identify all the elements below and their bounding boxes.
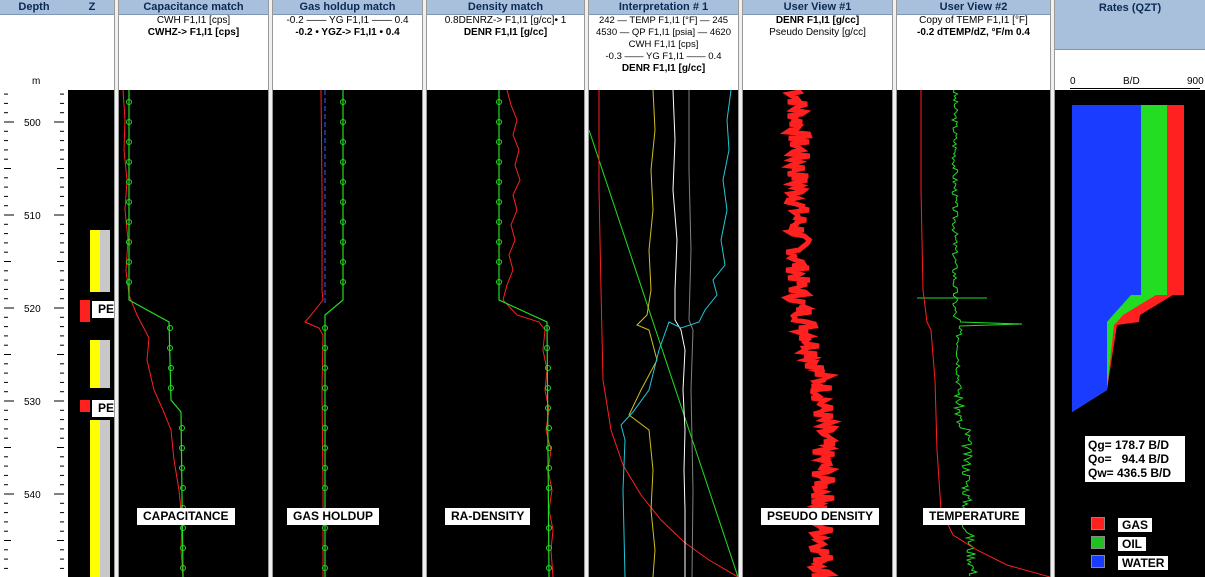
track-label-temperature: TEMPERATURE [923, 508, 1026, 525]
track-title: Gas holdup match [273, 0, 422, 15]
pseudo-density-plot: PSEUDO DENSITY [743, 90, 892, 577]
depth-tick-label: 520 [24, 304, 41, 315]
dtemp-curve [950, 90, 1023, 577]
curve-label-pseudo-density: Pseudo Density [g/cc] [769, 27, 866, 38]
rates-plot: Qg= 178.7 B/D Qo= 94.4 B/D Qw= 436.5 B/D… [1055, 90, 1205, 577]
legend-water-swatch [1091, 555, 1105, 568]
curve-label-denr: DENR F1,I1 [g/cc] [621, 63, 706, 74]
track-label-capacitance: CAPACITANCE [137, 508, 235, 525]
legend-oil-label: OIL [1117, 536, 1147, 552]
track-user-view-2: User View #2 Copy of TEMP F1,I1 [°F] -0.… [897, 0, 1050, 577]
depth-tick-label: 530 [24, 397, 41, 408]
curve-label-denr: DENR F1,I1 [g/cc] [775, 15, 860, 26]
depth-title: Depth [0, 0, 68, 15]
track-title: Capacitance match [119, 0, 268, 15]
track-user-view-1: User View #1 DENR F1,I1 [g/cc] Pseudo De… [743, 0, 892, 577]
legend-water-label: WATER [1117, 555, 1170, 571]
curve-label-qp: 4530 — QP F1,I1 [psia] — 4620 [595, 27, 731, 38]
pseudo-density-curve [779, 90, 842, 577]
legend-oil-swatch [1091, 536, 1105, 549]
curve-label-ygz: -0.2 • YGZ-> F1,I1 • 0.4 [295, 27, 400, 38]
track-capacitance: Capacitance match CWH F1,I1 [cps] CWHZ->… [119, 0, 268, 577]
z-track: Z PERF#1 PERF#2 [68, 0, 150, 577]
z-plot: PERF#1 PERF#2 [68, 90, 150, 577]
track-title: Density match [427, 0, 584, 15]
curve-label-dtemp: -0.2 dTEMP/dZ, °F/m 0.4 [917, 27, 1030, 38]
rates-scale-unit: B/D [1123, 76, 1140, 87]
track-label-gas-holdup: GAS HOLDUP [287, 508, 380, 525]
track-label-pseudo-density: PSEUDO DENSITY [761, 508, 880, 525]
curve-label-cwh: CWH F1,I1 [cps] [628, 39, 699, 50]
track-label-ra-density: RA-DENSITY [445, 508, 531, 525]
curve-label-denr: DENR F1,I1 [g/cc] [463, 27, 548, 38]
legend-gas-label: GAS [1117, 517, 1154, 533]
rates-summary: Qg= 178.7 B/D Qo= 94.4 B/D Qw= 436.5 B/D [1085, 436, 1185, 482]
curve-label-yg: -0.3 —— YG F1,I1 —— 0.4 [605, 51, 722, 62]
z-title: Z [68, 0, 116, 15]
curve-label-temp-copy: Copy of TEMP F1,I1 [°F] [919, 15, 1028, 26]
track-title: User View #2 [897, 0, 1050, 15]
rate-qw: Qw= 436.5 B/D [1088, 466, 1172, 480]
curve-label-yg: -0.2 —— YG F1,I1 —— 0.4 [286, 15, 409, 26]
track-title: User View #1 [743, 0, 892, 15]
legend-gas-swatch [1091, 517, 1105, 530]
interpretation-plot [589, 90, 738, 577]
rate-qg: Qg= 178.7 B/D [1088, 438, 1170, 452]
temp-curve [920, 90, 1050, 577]
gas-holdup-plot: GAS HOLDUP [273, 90, 422, 577]
density-plot: RA-DENSITY [427, 90, 584, 577]
track-title: Interpretation # 1 [589, 0, 738, 15]
track-density: Density match 0.8DENRZ-> F1,I1 [g/cc]• 1… [427, 0, 584, 577]
temperature-plot: TEMPERATURE [897, 90, 1050, 577]
curve-label-temp: 242 — TEMP F1,I1 [°F] — 245 [598, 15, 729, 26]
depth-tick-label: 500 [24, 118, 41, 129]
track-interpretation: Interpretation # 1 242 — TEMP F1,I1 [°F]… [589, 0, 738, 577]
depth-track: Depth m 500510520530540550 [0, 0, 68, 577]
rates-title: Rates (QZT) [1055, 0, 1205, 50]
rates-scale-max: 900 [1187, 76, 1204, 87]
depth-scale: 500510520530540550 [0, 90, 68, 577]
depth-tick-label: 540 [24, 490, 41, 501]
curve-label-cwhz: CWHZ-> F1,I1 [cps] [147, 27, 240, 38]
depth-tick-label: 510 [24, 211, 41, 222]
rates-scale-min: 0 [1070, 76, 1076, 87]
curve-label-denrz: 0.8DENRZ-> F1,I1 [g/cc]• 1 [444, 15, 567, 26]
track-gas-holdup: Gas holdup match -0.2 —— YG F1,I1 —— 0.4… [273, 0, 422, 577]
track-rates: Rates (QZT) 0 B/D 900 Qg= 178.7 B/D Qo= … [1055, 0, 1205, 577]
capacitance-plot: CAPACITANCE [119, 90, 268, 577]
rate-qo: Qo= 94.4 B/D [1088, 452, 1170, 466]
curve-label-cwh: CWH F1,I1 [cps] [156, 15, 231, 26]
depth-unit: m [32, 76, 41, 87]
